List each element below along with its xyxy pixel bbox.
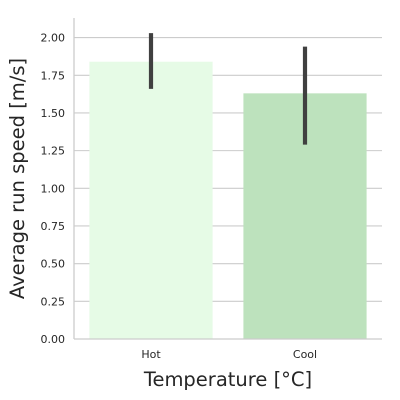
y-tick-label: 0.50 xyxy=(41,258,66,271)
error-bars xyxy=(148,33,308,145)
y-tick-label: 1.25 xyxy=(41,145,66,158)
x-axis-label: Temperature [°C] xyxy=(143,368,312,391)
y-tick-label: 1.75 xyxy=(41,69,66,82)
bar-hot xyxy=(89,61,213,339)
x-tick-label: Hot xyxy=(141,348,161,361)
y-tick-labels: 0.00 0.25 0.50 0.75 1.00 1.25 1.50 1.75 2.00 xyxy=(41,32,66,346)
bars xyxy=(89,61,367,339)
y-tick-label: 2.00 xyxy=(41,32,66,45)
axes xyxy=(73,18,382,340)
y-tick-label: 0.25 xyxy=(41,295,66,308)
y-tick-label: 0.75 xyxy=(41,220,66,233)
x-tick-labels: Hot Cool xyxy=(141,348,317,361)
y-axis-label: Average run speed [m/s] xyxy=(6,58,29,299)
y-tick-label: 0.00 xyxy=(41,333,66,346)
x-tick-label: Cool xyxy=(293,348,317,361)
y-tick-label: 1.00 xyxy=(41,182,66,195)
y-tick-label: 1.50 xyxy=(41,107,66,120)
